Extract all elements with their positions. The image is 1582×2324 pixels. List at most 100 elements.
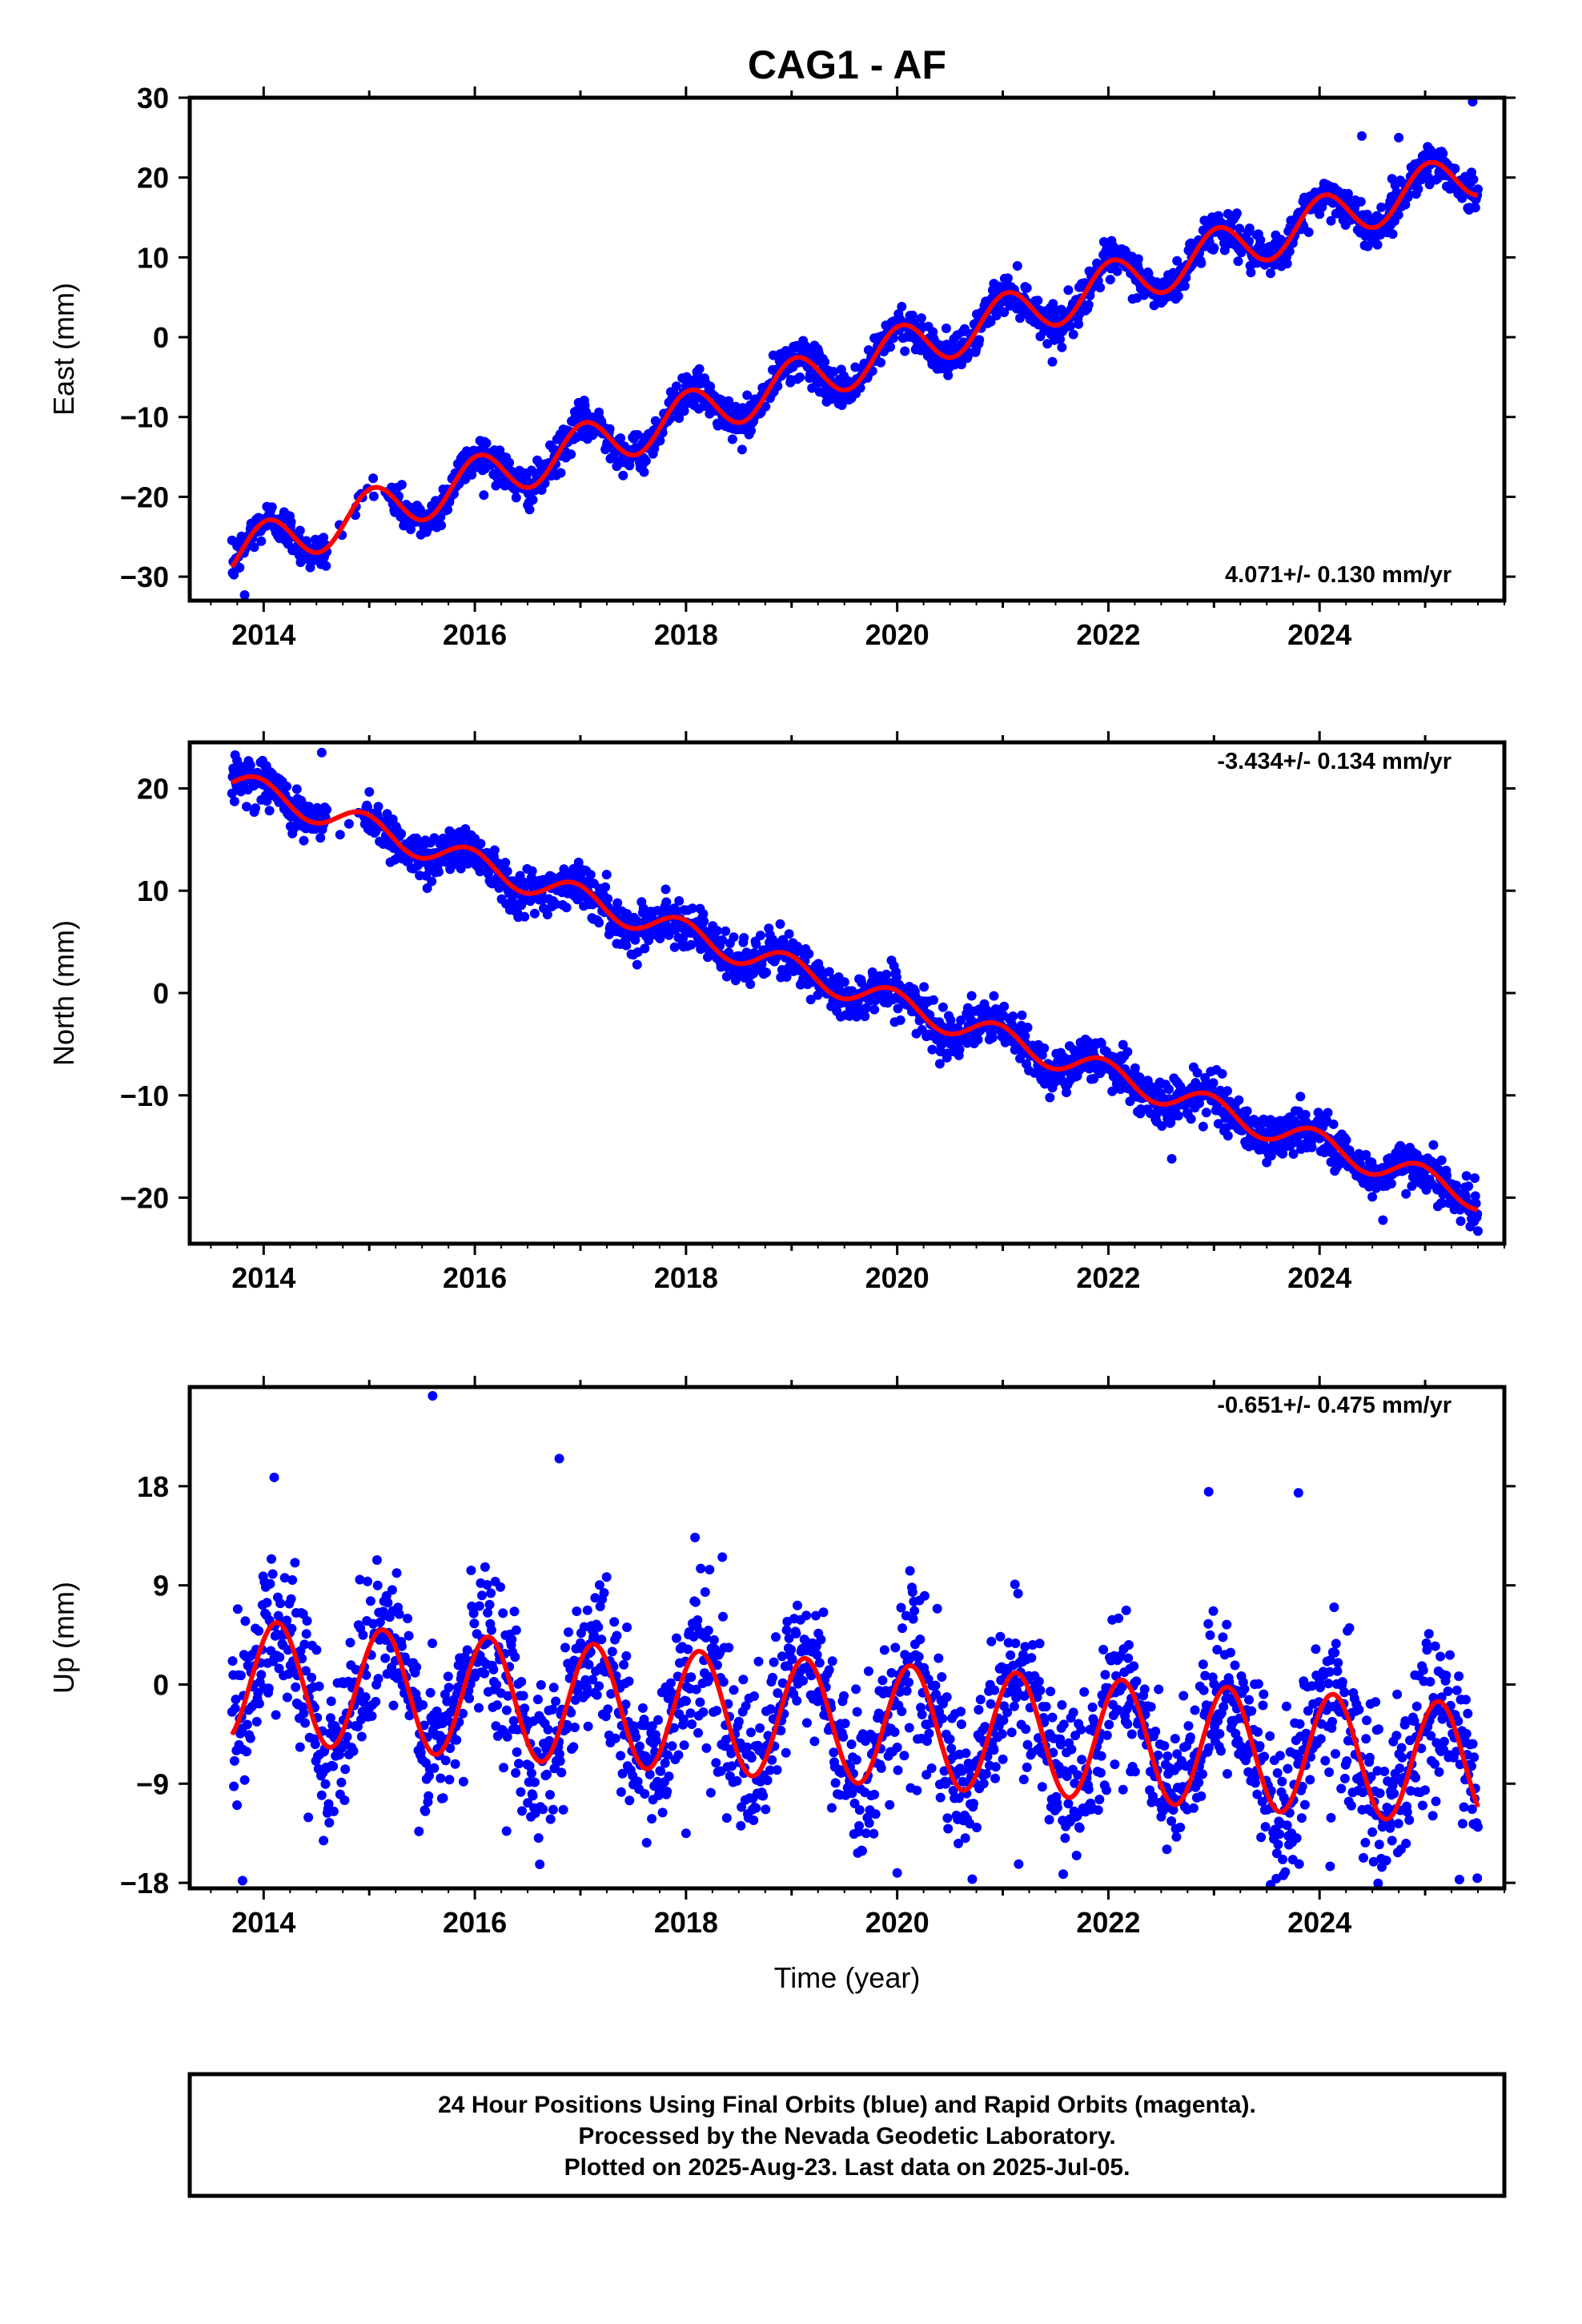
y-axis-label: North (mm) xyxy=(47,920,80,1066)
data-point xyxy=(861,1003,871,1013)
data-point xyxy=(267,1554,276,1564)
data-point xyxy=(1022,283,1032,293)
data-point xyxy=(661,884,671,895)
data-point xyxy=(1122,1047,1133,1057)
data-point xyxy=(486,1625,496,1635)
y-tick-label: −20 xyxy=(120,480,169,513)
data-point xyxy=(718,1611,728,1622)
data-point xyxy=(1282,259,1292,269)
data-point xyxy=(1328,1119,1339,1129)
data-point xyxy=(893,1003,903,1014)
data-point xyxy=(712,1706,722,1716)
data-point xyxy=(569,1723,580,1732)
data-point xyxy=(641,1838,652,1848)
data-point xyxy=(474,1703,484,1713)
data-point xyxy=(1095,283,1106,293)
data-point xyxy=(572,1606,582,1616)
data-point xyxy=(1436,1155,1447,1165)
data-point xyxy=(1456,1216,1466,1226)
data-point xyxy=(373,1674,383,1684)
data-point xyxy=(1284,246,1295,256)
data-point xyxy=(826,1803,837,1813)
data-point xyxy=(674,413,685,424)
data-point xyxy=(489,845,500,855)
data-point xyxy=(355,1574,365,1585)
data-point xyxy=(860,1011,870,1022)
data-point xyxy=(445,1743,456,1753)
data-point xyxy=(632,917,641,927)
data-point xyxy=(307,1672,317,1683)
data-point xyxy=(432,1706,442,1716)
data-point-outlier xyxy=(1166,1153,1177,1164)
data-point xyxy=(608,452,619,463)
data-point xyxy=(1055,334,1066,344)
data-point xyxy=(1343,188,1353,199)
data-point xyxy=(245,760,255,770)
data-point xyxy=(795,372,805,383)
data-point xyxy=(1400,199,1411,210)
data-point xyxy=(640,943,650,954)
data-point xyxy=(601,870,612,880)
data-point xyxy=(343,818,354,829)
data-point xyxy=(480,1668,490,1679)
data-point xyxy=(870,1809,881,1819)
data-point xyxy=(616,1787,626,1797)
data-point xyxy=(387,1585,397,1595)
data-point xyxy=(503,1691,513,1701)
data-point xyxy=(609,1617,620,1627)
data-point xyxy=(711,1758,721,1768)
data-point xyxy=(279,1573,290,1583)
data-point xyxy=(588,1675,598,1685)
data-point xyxy=(371,1555,382,1565)
data-point xyxy=(264,806,275,816)
data-point xyxy=(820,357,830,368)
data-point xyxy=(876,357,885,368)
data-point xyxy=(690,1597,701,1607)
data-point xyxy=(724,1642,734,1653)
data-point xyxy=(548,1683,559,1693)
data-point xyxy=(624,1795,635,1806)
x-tick-label: 2018 xyxy=(654,1261,718,1294)
data-point xyxy=(290,1558,300,1568)
data-point xyxy=(342,1731,352,1742)
data-point xyxy=(1266,268,1275,279)
data-point xyxy=(436,521,447,531)
data-point xyxy=(267,1569,278,1579)
data-point xyxy=(621,1651,632,1661)
data-point xyxy=(545,1814,556,1824)
data-point xyxy=(499,1763,508,1773)
data-point xyxy=(1321,1115,1331,1125)
data-point xyxy=(300,1718,311,1728)
data-point xyxy=(1008,1011,1018,1021)
data-point xyxy=(340,1764,351,1775)
data-point xyxy=(585,870,596,880)
x-tick-label: 2022 xyxy=(1076,618,1140,651)
data-point xyxy=(348,1746,359,1756)
data-point-outlier xyxy=(1356,131,1367,141)
data-point xyxy=(741,1701,751,1711)
data-point xyxy=(444,1683,454,1693)
data-point xyxy=(564,1627,573,1638)
data-point xyxy=(829,367,839,377)
data-point xyxy=(601,1572,612,1582)
data-point xyxy=(592,1690,602,1700)
data-point xyxy=(368,491,379,501)
data-point xyxy=(299,1639,310,1650)
data-point xyxy=(647,1721,657,1731)
data-point xyxy=(482,1580,492,1590)
data-point xyxy=(404,1711,415,1721)
data-point xyxy=(596,1634,607,1645)
data-point xyxy=(1235,223,1245,234)
data-point xyxy=(999,1001,1010,1011)
data-point xyxy=(742,1742,753,1752)
data-point xyxy=(474,1601,484,1611)
data-point xyxy=(665,1678,676,1688)
data-point xyxy=(568,1742,579,1752)
data-point xyxy=(736,1820,746,1831)
data-point xyxy=(1428,1140,1439,1150)
data-point xyxy=(235,562,245,573)
data-point xyxy=(839,1691,849,1701)
data-point xyxy=(328,1806,339,1816)
data-point xyxy=(462,1645,472,1655)
